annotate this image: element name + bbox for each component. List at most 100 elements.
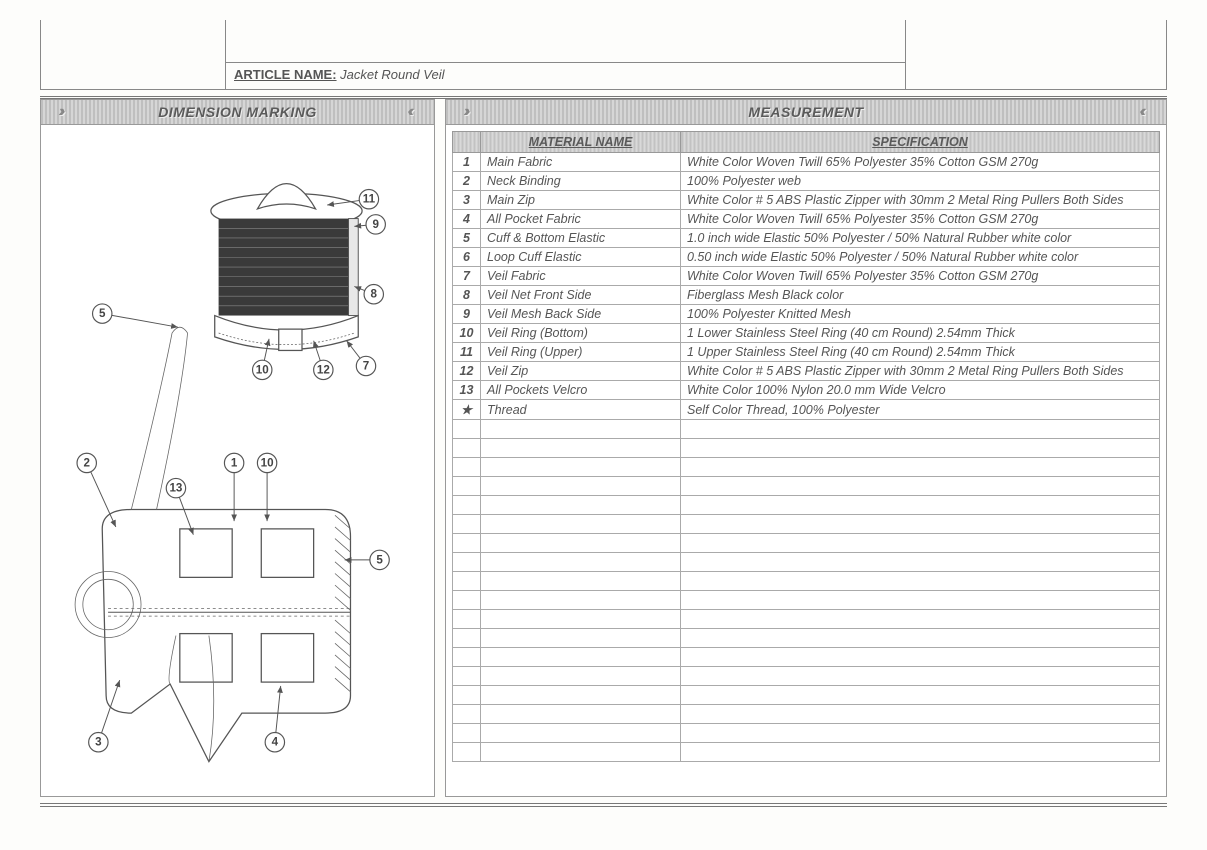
cell-spec: 1.0 inch wide Elastic 50% Polyester / 50… [681, 229, 1160, 248]
table-row-empty [453, 667, 1160, 686]
cell-material: Neck Binding [481, 172, 681, 191]
col-num [453, 132, 481, 153]
cell-material: Veil Zip [481, 362, 681, 381]
cell-spec: 100% Polyester Knitted Mesh [681, 305, 1160, 324]
table-row: 11Veil Ring (Upper)1 Upper Stainless Ste… [453, 343, 1160, 362]
chevron-right-icon: ››› [43, 100, 77, 124]
cell-material: All Pockets Velcro [481, 381, 681, 400]
cell-num: 5 [453, 229, 481, 248]
cell-material: Cuff & Bottom Elastic [481, 229, 681, 248]
cell-num: 13 [453, 381, 481, 400]
svg-text:10: 10 [260, 456, 273, 469]
table-header-row: MATERIAL NAME SPECIFICATION [453, 132, 1160, 153]
chevron-right-icon: ››› [448, 100, 482, 124]
cell-num: 4 [453, 210, 481, 229]
spec-table: MATERIAL NAME SPECIFICATION 1Main Fabric… [452, 131, 1160, 762]
cell-num: 11 [453, 343, 481, 362]
table-row-empty [453, 515, 1160, 534]
table-row-empty [453, 496, 1160, 515]
col-spec: SPECIFICATION [681, 132, 1160, 153]
table-row-empty [453, 610, 1160, 629]
spec-header: ARTICLE NAME: Jacket Round Veil [40, 20, 1167, 90]
table-row: 8Veil Net Front SideFiberglass Mesh Blac… [453, 286, 1160, 305]
table-row-empty [453, 420, 1160, 439]
measurement-body: MATERIAL NAME SPECIFICATION 1Main Fabric… [445, 125, 1167, 797]
table-row: 7Veil FabricWhite Color Woven Twill 65% … [453, 267, 1160, 286]
table-row: 6Loop Cuff Elastic0.50 inch wide Elastic… [453, 248, 1160, 267]
header-mid-top [226, 20, 905, 63]
table-row-empty [453, 686, 1160, 705]
article-name-row: ARTICLE NAME: Jacket Round Veil [226, 63, 905, 89]
table-row: 3Main ZipWhite Color # 5 ABS Plastic Zip… [453, 191, 1160, 210]
cell-num: 7 [453, 267, 481, 286]
cell-material: Main Fabric [481, 153, 681, 172]
panels-row: ››› DIMENSION MARKING ‹‹‹ [40, 99, 1167, 797]
cell-spec: White Color # 5 ABS Plastic Zipper with … [681, 191, 1160, 210]
cell-spec: Self Color Thread, 100% Polyester [681, 400, 1160, 420]
bottom-double-rule [40, 803, 1167, 807]
cell-material: Thread [481, 400, 681, 420]
table-row-empty [453, 553, 1160, 572]
cell-material: Veil Fabric [481, 267, 681, 286]
svg-text:2: 2 [83, 456, 89, 469]
cell-num: 1 [453, 153, 481, 172]
table-row-empty [453, 724, 1160, 743]
measurement-panel: ››› MEASUREMENT ‹‹‹ MATERIAL NAME SPECIF… [445, 99, 1167, 797]
table-row: 4All Pocket FabricWhite Color Woven Twil… [453, 210, 1160, 229]
cell-spec: 1 Upper Stainless Steel Ring (40 cm Roun… [681, 343, 1160, 362]
cell-num: 8 [453, 286, 481, 305]
cell-spec: 1 Lower Stainless Steel Ring (40 cm Roun… [681, 324, 1160, 343]
cell-num: 3 [453, 191, 481, 210]
cell-spec: White Color # 5 ABS Plastic Zipper with … [681, 362, 1160, 381]
table-row-empty [453, 534, 1160, 553]
svg-text:5: 5 [99, 307, 106, 320]
dimension-title: DIMENSION MARKING [158, 104, 317, 120]
table-row-empty [453, 648, 1160, 667]
table-row-empty [453, 591, 1160, 610]
cell-num: 6 [453, 248, 481, 267]
cell-num: 10 [453, 324, 481, 343]
svg-text:11: 11 [362, 192, 375, 205]
dimension-panel: ››› DIMENSION MARKING ‹‹‹ [40, 99, 435, 797]
cell-material: Veil Mesh Back Side [481, 305, 681, 324]
table-row: ★ThreadSelf Color Thread, 100% Polyester [453, 400, 1160, 420]
measurement-title-bar: ››› MEASUREMENT ‹‹‹ [445, 99, 1167, 125]
table-row-empty [453, 477, 1160, 496]
article-name-value: Jacket Round Veil [340, 67, 444, 82]
table-row: 9Veil Mesh Back Side100% Polyester Knitt… [453, 305, 1160, 324]
svg-text:10: 10 [255, 363, 268, 376]
header-left-cell [41, 20, 226, 89]
svg-text:7: 7 [362, 359, 368, 372]
svg-text:1: 1 [230, 456, 237, 469]
dimension-body: 1198712105211013534 [40, 125, 435, 797]
table-row: 10Veil Ring (Bottom)1 Lower Stainless St… [453, 324, 1160, 343]
cell-material: Veil Ring (Upper) [481, 343, 681, 362]
table-row: 13All Pockets VelcroWhite Color 100% Nyl… [453, 381, 1160, 400]
cell-num: 2 [453, 172, 481, 191]
cell-num: 9 [453, 305, 481, 324]
table-row-empty [453, 629, 1160, 648]
svg-text:9: 9 [372, 217, 379, 230]
header-mid: ARTICLE NAME: Jacket Round Veil [226, 20, 906, 89]
table-row-empty [453, 572, 1160, 591]
cell-spec: White Color Woven Twill 65% Polyester 35… [681, 267, 1160, 286]
cell-spec: 100% Polyester web [681, 172, 1160, 191]
dimension-title-bar: ››› DIMENSION MARKING ‹‹‹ [40, 99, 435, 125]
svg-text:3: 3 [95, 735, 102, 748]
cell-material: Veil Net Front Side [481, 286, 681, 305]
cell-material: Loop Cuff Elastic [481, 248, 681, 267]
table-row-empty [453, 439, 1160, 458]
cell-spec: White Color Woven Twill 65% Polyester 35… [681, 210, 1160, 229]
article-name-label: ARTICLE NAME: [234, 67, 337, 82]
cell-num: ★ [453, 400, 481, 420]
svg-text:12: 12 [316, 363, 329, 376]
product-diagram: 1198712105211013534 [58, 141, 418, 781]
svg-text:13: 13 [169, 481, 182, 494]
table-row: 2Neck Binding100% Polyester web [453, 172, 1160, 191]
cell-spec: White Color 100% Nylon 20.0 mm Wide Velc… [681, 381, 1160, 400]
table-row-empty [453, 705, 1160, 724]
svg-text:4: 4 [271, 735, 278, 748]
col-material: MATERIAL NAME [481, 132, 681, 153]
table-row-empty [453, 743, 1160, 762]
cell-material: Veil Ring (Bottom) [481, 324, 681, 343]
